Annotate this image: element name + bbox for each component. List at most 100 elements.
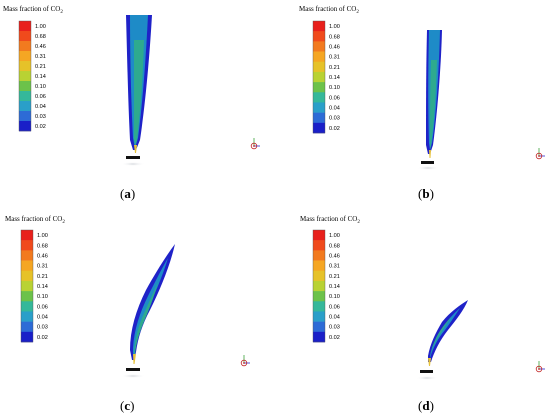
- colorbar-tick-label: 0.14: [329, 75, 340, 81]
- colorbar-tick-label: 0.21: [35, 64, 46, 70]
- colorbar-title-text: Mass fraction of CO: [299, 5, 356, 13]
- colorbar-tick-label: 0.04: [37, 315, 48, 321]
- flame-tip: [429, 150, 431, 158]
- nozzle: [126, 368, 140, 371]
- axis-triad-icon: [535, 148, 545, 160]
- colorbar-cell: [21, 321, 33, 333]
- flame-tip: [133, 354, 136, 364]
- colorbar-tick-label: 0.03: [329, 325, 340, 331]
- colorbar-tick-label: 0.02: [329, 126, 340, 132]
- colorbar-tick-label: 0.10: [329, 294, 340, 300]
- colorbar-tick-label: 0.14: [37, 284, 48, 290]
- colorbar-tick-label: 0.68: [37, 243, 48, 249]
- colorbar-cell: [21, 230, 33, 241]
- colorbar-cell: [313, 240, 325, 251]
- colorbar-tick-label: 0.10: [37, 294, 48, 300]
- colorbar-tick-label: 0.10: [35, 84, 46, 90]
- colorbar-frame: [18, 20, 32, 132]
- colorbar-cell: [19, 111, 31, 122]
- colorbar-cell: [21, 240, 33, 251]
- flame-outer: [428, 300, 468, 362]
- colorbar-tick-label: 0.31: [37, 264, 48, 270]
- flame-tip: [134, 145, 137, 153]
- colorbar-title: Mass fraction of CO2: [300, 215, 360, 225]
- flame-core: [134, 40, 144, 146]
- colorbar-tick-label: 0.68: [329, 34, 340, 40]
- colorbar-cell: [21, 250, 33, 261]
- colorbar-tick-label: 0.31: [329, 264, 340, 270]
- axis-triad-icon: [250, 138, 260, 150]
- colorbar-cell: [313, 311, 325, 322]
- colorbar-tick-label: 0.06: [35, 94, 46, 100]
- floor-shadow: [417, 166, 439, 170]
- colorbar-tick-label: 0.02: [37, 335, 48, 341]
- colorbar-cell: [313, 270, 325, 282]
- colorbar-tick-label: 0.21: [329, 274, 340, 280]
- colorbar-cell: [21, 301, 33, 312]
- colorbar-cell: [313, 61, 325, 73]
- colorbar-tick-label: 1.00: [329, 24, 340, 30]
- flame-b: [417, 30, 442, 170]
- colorbar-cell: [313, 51, 325, 63]
- colorbar-tick-label: 0.46: [329, 253, 340, 259]
- colorbar-tick-label: 0.46: [329, 44, 340, 50]
- flame-outer: [130, 244, 175, 360]
- flame-core: [134, 282, 158, 356]
- colorbar-tick-label: 0.02: [329, 335, 340, 341]
- caption-a: (a): [120, 186, 135, 201]
- colorbar-tick-label: 0.68: [35, 34, 46, 40]
- colorbar-tick-label: 0.46: [37, 253, 48, 259]
- colorbar-a: Mass fraction of CO2 1.00 0.68 0.46 0.31 0.2…: [3, 5, 63, 132]
- colorbar-cell: [313, 82, 325, 93]
- colorbar-tick-label: 0.06: [329, 95, 340, 101]
- colorbar-title-subscript: 2: [357, 220, 360, 225]
- colorbar-cell: [313, 260, 325, 272]
- panel-a: Mass fraction of CO2 1.00 0.68 0.46 0.31 0.2…: [3, 5, 260, 201]
- colorbar-tick-label: 1.00: [329, 233, 340, 239]
- colorbar-tick-label: 0.06: [37, 304, 48, 310]
- colorbar-tick-label: 0.68: [329, 243, 340, 249]
- colorbar-frame: [312, 20, 326, 134]
- colorbar-cell: [313, 71, 325, 83]
- colorbar-tick-label: 0.21: [37, 274, 48, 280]
- colorbar-cell: [19, 51, 31, 62]
- colorbar-tick-label: 1.00: [35, 24, 46, 30]
- colorbar-title-subscript: 2: [60, 10, 63, 15]
- colorbar-cell: [19, 41, 31, 52]
- colorbar-d: Mass fraction of CO2 1.00 0.68 0.46 0.31 0.2…: [300, 215, 360, 343]
- colorbar-cell: [19, 101, 31, 112]
- floor-shadow: [121, 374, 145, 378]
- caption-d: (d): [418, 398, 434, 413]
- flame-tip: [428, 358, 431, 366]
- axis-triad-icon: [240, 355, 250, 367]
- colorbar-frame: [20, 229, 34, 343]
- colorbar-cell: [19, 21, 31, 32]
- colorbar-cell: [313, 122, 325, 134]
- colorbar-b: Mass fraction of CO2 1.00 0.68 0.46 0.31 0.2…: [299, 5, 359, 134]
- colorbar-cell: [313, 112, 325, 124]
- colorbar-cell: [21, 280, 33, 292]
- colorbar-cell: [313, 321, 325, 333]
- floor-shadow: [416, 376, 438, 380]
- colorbar-tick-label: 1.00: [37, 233, 48, 239]
- nozzle: [420, 370, 433, 373]
- colorbar-cell: [313, 250, 325, 261]
- colorbar-cell: [313, 102, 325, 113]
- colorbar-tick-label: 0.21: [329, 65, 340, 71]
- flame-a: [121, 15, 152, 166]
- panel-c: Mass fraction of CO2 1.00 0.68 0.46 0.31 0.2…: [5, 215, 250, 413]
- colorbar-title-text: Mass fraction of CO: [3, 5, 60, 13]
- nozzle: [421, 161, 434, 164]
- colorbar-title: Mass fraction of CO2: [5, 215, 65, 225]
- colorbar-frame: [312, 229, 326, 343]
- colorbar-cell: [313, 331, 325, 343]
- colorbar-title-text: Mass fraction of CO: [300, 215, 357, 223]
- colorbar-tick-label: 0.46: [35, 44, 46, 50]
- colorbar-cell: [313, 301, 325, 312]
- colorbar-cell: [19, 71, 31, 82]
- colorbar-title-text: Mass fraction of CO: [5, 215, 62, 223]
- caption-c: (c): [120, 398, 134, 413]
- colorbar-tick-label: 0.14: [35, 74, 46, 80]
- colorbar-tick-label: 0.02: [35, 124, 46, 130]
